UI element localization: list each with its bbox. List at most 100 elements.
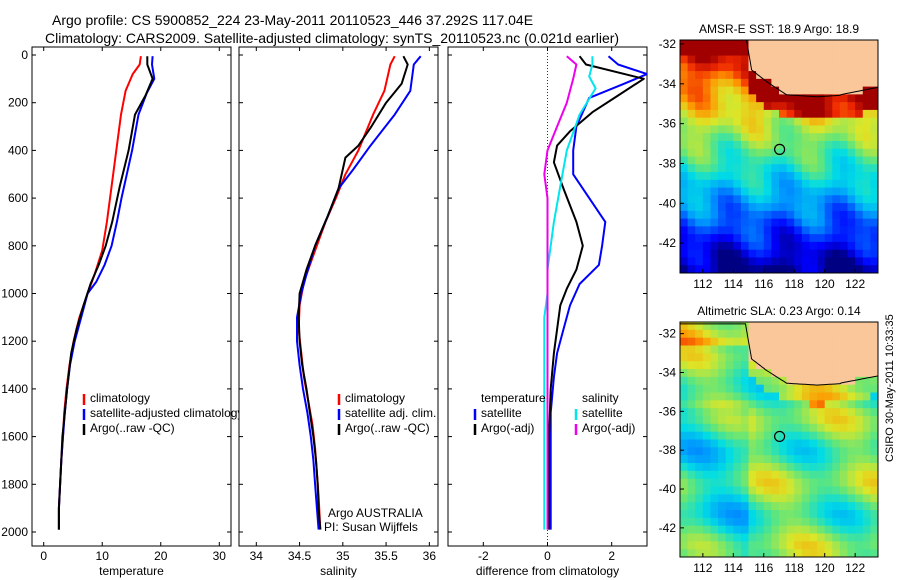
ocean-cell <box>718 416 727 425</box>
ocean-cell <box>779 541 788 550</box>
ocean-cell <box>839 455 849 464</box>
ocean-cell <box>725 431 734 441</box>
ocean-cell <box>855 195 864 204</box>
land-cell <box>832 71 841 80</box>
ocean-cell <box>740 439 750 448</box>
ocean-cell <box>695 71 704 80</box>
ocean-cell <box>817 470 826 480</box>
land-cell <box>779 337 788 347</box>
ocean-cell <box>702 203 712 212</box>
ocean-cell <box>748 86 757 95</box>
ocean-cell <box>733 486 742 495</box>
ocean-cell <box>771 249 780 259</box>
float-position-marker <box>774 430 786 443</box>
ocean-cell <box>718 510 727 519</box>
land-cell <box>824 40 833 49</box>
ocean-cell <box>824 423 833 433</box>
ocean-cell <box>855 408 864 417</box>
ocean-cell <box>862 125 871 134</box>
land-cell <box>855 78 864 88</box>
land-cell <box>817 78 826 88</box>
ocean-cell <box>748 187 757 196</box>
ocean-cell <box>779 172 788 181</box>
ocean-cell <box>680 510 689 519</box>
ocean-cell <box>702 533 712 542</box>
ocean-cell <box>680 353 689 362</box>
ocean-cell <box>870 172 878 181</box>
ocean-cell <box>702 187 712 196</box>
ocean-cell <box>855 431 864 441</box>
ocean-cell <box>870 117 878 127</box>
ocean-cell <box>763 148 772 158</box>
ocean-cell <box>725 376 734 386</box>
ocean-cell <box>702 109 712 119</box>
ocean-cell <box>794 241 803 251</box>
ocean-cell <box>725 195 734 204</box>
x-tick-label: 118 <box>785 561 804 575</box>
ocean-cell <box>748 384 757 394</box>
ocean-cell <box>733 148 742 158</box>
ocean-cell <box>794 502 803 511</box>
ocean-cell <box>794 187 803 196</box>
ocean-cell <box>740 376 750 386</box>
ocean-cell <box>695 265 704 273</box>
ocean-cell <box>855 470 864 480</box>
ocean-cell <box>718 148 727 158</box>
y-tick-label: 800 <box>8 239 28 253</box>
ocean-cell <box>763 241 772 251</box>
ocean-cell <box>824 525 833 535</box>
ocean-cell <box>718 71 727 80</box>
ocean-cell <box>680 156 689 165</box>
ocean-cell <box>680 234 689 243</box>
land-cell <box>870 329 878 339</box>
ocean-cell <box>817 431 826 441</box>
ocean-cell <box>779 486 788 495</box>
ocean-cell <box>839 156 849 165</box>
ocean-cell <box>855 102 864 111</box>
ocean-cell <box>817 109 826 119</box>
ocean-cell <box>824 241 833 251</box>
ocean-cell <box>839 463 849 472</box>
ocean-cell <box>756 249 765 259</box>
ocean-cell <box>733 384 742 394</box>
ocean-cell <box>733 369 742 378</box>
land-cell <box>794 337 803 347</box>
ocean-cell <box>733 109 742 119</box>
ocean-cell <box>748 369 757 378</box>
map-title: Altimetric SLA: 0.23 Argo: 0.14 <box>697 304 861 318</box>
land-cell <box>748 329 757 339</box>
ocean-cell <box>680 408 689 417</box>
ocean-cell <box>702 47 712 57</box>
ocean-cell <box>839 226 849 235</box>
land-cell <box>824 86 833 95</box>
ocean-cell <box>718 164 727 173</box>
ocean-cell <box>870 431 878 441</box>
ocean-cell <box>695 63 704 72</box>
ocean-cell <box>733 533 742 542</box>
ocean-cell <box>718 533 727 542</box>
ocean-cell <box>855 494 864 503</box>
ocean-cell <box>748 102 757 111</box>
y-tick-label: -38 <box>659 443 677 457</box>
ocean-cell <box>847 226 856 235</box>
ocean-cell <box>786 133 795 142</box>
ocean-cell <box>687 470 696 480</box>
ocean-cell <box>847 502 856 511</box>
ocean-cell <box>740 329 750 339</box>
ocean-cell <box>756 408 765 417</box>
ocean-cell <box>839 241 849 251</box>
land-cell <box>832 361 841 370</box>
ocean-cell <box>763 249 772 259</box>
ocean-cell <box>725 148 734 158</box>
ocean-cell <box>771 102 780 111</box>
ocean-cell <box>748 549 757 557</box>
ocean-cell <box>680 265 689 273</box>
ocean-cell <box>862 148 871 158</box>
ocean-cell <box>847 478 856 488</box>
land-cell <box>779 329 788 339</box>
ocean-cell <box>817 172 826 181</box>
ocean-cell <box>763 478 772 488</box>
ocean-cell <box>687 416 696 425</box>
ocean-cell <box>710 510 719 519</box>
